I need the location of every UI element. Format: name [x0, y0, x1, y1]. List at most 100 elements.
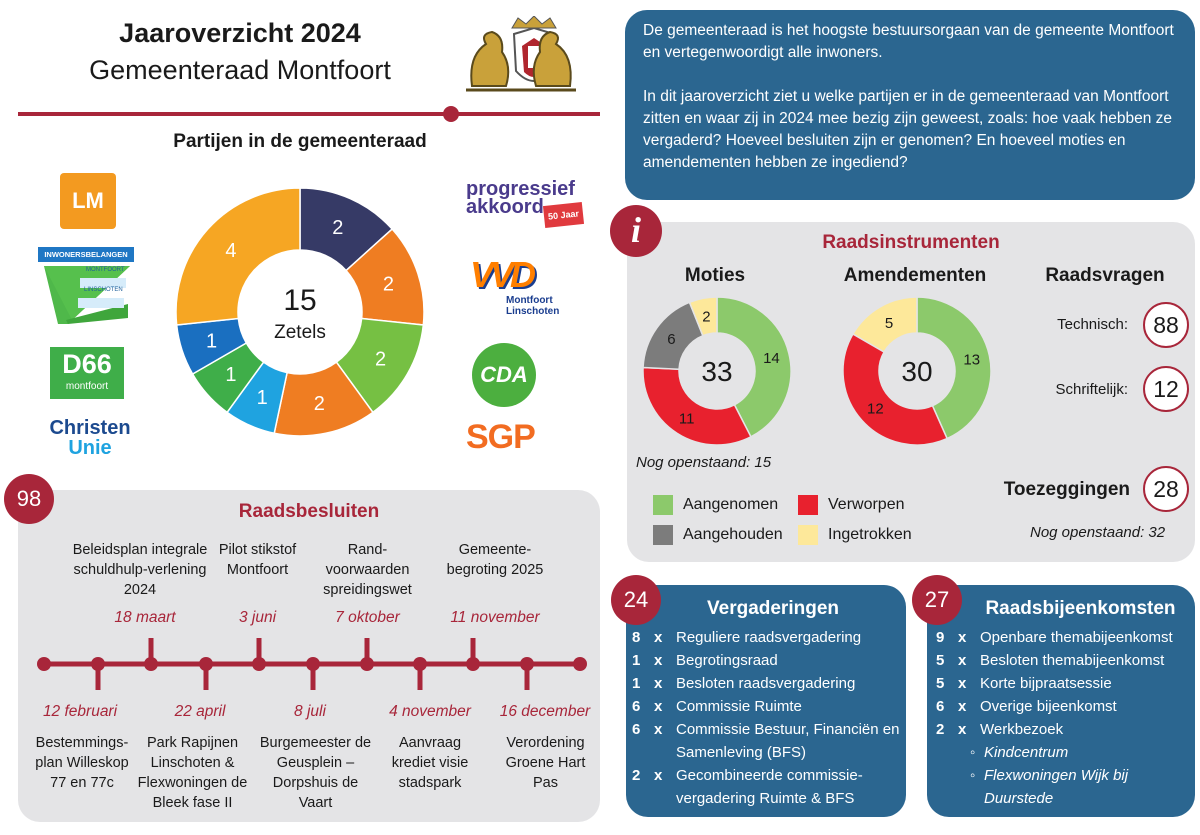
donut-center-value: 15 [283, 284, 316, 317]
page-subtitle: Gemeenteraad Montfoort [89, 55, 391, 85]
raadsbesluiten-count: 98 [4, 474, 54, 524]
vergaderingen-panel [626, 585, 906, 817]
slice-label-lm: 4 [225, 240, 236, 262]
pa-line1: progressief [466, 178, 575, 200]
slice-aangenomen [916, 296, 992, 440]
timeline-tick-16-december [520, 657, 534, 690]
bijeenkomst-item: 2 x Werkbezoek [936, 721, 1064, 738]
schriftelijk-value: 12 [1143, 366, 1189, 412]
slice-verworpen [642, 366, 752, 446]
legend-swatch-aangehouden [653, 525, 673, 545]
slice-label-d66: 1 [225, 364, 236, 386]
toezeggingen-label: Toezeggingen [1003, 479, 1130, 500]
d66-sub: montfoort [65, 381, 109, 392]
legend-label-ingetrokken: Ingetrokken [828, 526, 912, 544]
slice-verworpen [842, 332, 949, 446]
besluit-geusplein-label: Burgemeester de Geusplein – Dorpshuis de… [259, 735, 372, 811]
intro-paragraph-2: In dit jaaroverzicht ziet u welke partij… [643, 88, 1173, 171]
slice-label-christenunie: 1 [257, 387, 268, 409]
header-divider [18, 112, 600, 116]
bijeenkomst-item: 5 x Besloten themabijeenkomst [936, 652, 1165, 669]
timeline-tick-12-februari [91, 657, 105, 690]
timeline-tick-18-maart [144, 638, 158, 671]
slice-label-aangenomen: 14 [763, 350, 780, 367]
raadsbesluiten-panel [18, 490, 600, 822]
slice-label-verworpen: 12 [867, 401, 884, 418]
bijeenkomst-item: 9 x Openbare themabijeenkomst [936, 629, 1173, 646]
vergadering-item: 2 x Gecombineerde commissie-vergadering Ru… [632, 767, 863, 807]
vergaderingen-count: 24 [611, 575, 661, 625]
legend-swatch-ingetrokken [798, 525, 818, 545]
raadsvragen-title: Raadsvragen [1045, 265, 1165, 286]
timeline-tick-8-juli [306, 657, 320, 690]
page-title: Jaaroverzicht 2024 [119, 18, 361, 48]
donut-center [680, 334, 754, 408]
besluit-begroting-label: Gemeente-begroting 2025 [446, 542, 544, 578]
logo-cda: CDA [472, 343, 536, 407]
slice-label-aangehouden: 6 [667, 331, 675, 348]
moties-nog-openstaand: Nog openstaand: 15 [636, 454, 772, 471]
header-divider-dot [443, 106, 459, 122]
donut-center-label: Zetels [274, 322, 326, 343]
slice-label-vvd: 2 [383, 273, 394, 295]
parties-heading: Partijen in de gemeenteraad [173, 131, 427, 152]
slice-label-ingetrokken: 2 [702, 308, 710, 325]
timeline-tick-11-november [466, 638, 480, 671]
ib-shape-icon [44, 266, 130, 324]
raadsbijeenkomsten-heading: Raadsbijeenkomsten [985, 598, 1176, 619]
legend-label-aangenomen: Aangenomen [683, 496, 779, 514]
bijeenkomst-item: 6 x Overige bijeenkomst [936, 698, 1117, 715]
slice-label-ingetrokken: 5 [885, 315, 893, 332]
slice-label-progressief-akkoord: 2 [332, 217, 343, 239]
logo-lm: LM [60, 173, 116, 229]
besluit-stadspark-label: Aanvraag krediet visie stadspark [391, 735, 469, 791]
besluit-geusplein-date: 8 juli [294, 703, 326, 720]
besluit-willeskop-label: Bestemmings-plan Willeskop 77 en 77c [35, 735, 129, 791]
timeline-tick-7-oktober [360, 638, 374, 671]
slice-label-inwonersbelangen: 1 [206, 331, 217, 353]
info-icon: i [610, 205, 662, 257]
timeline-end-dot [573, 657, 587, 671]
slice-aangenomen [716, 296, 792, 438]
vergaderingen-list: 8 x Reguliere raadsvergadering 1 x Begroting… [632, 626, 900, 810]
donut-center [880, 334, 954, 408]
logo-vvd: VVD Montfoort Linschoten [470, 255, 570, 318]
technisch-value: 88 [1143, 302, 1189, 348]
legend-label-aangehouden: Aangehouden [683, 526, 783, 544]
besluit-spreidingswet-date: 7 oktober [335, 609, 400, 626]
besluit-stadspark-date: 4 november [389, 703, 471, 720]
logo-progressief-akkoord: progressief akkoord 50 Jaar [466, 178, 590, 228]
legend-aangenomen: Aangenomen [653, 495, 778, 515]
intro-paragraph-1: De gemeenteraad is het hoogste bestuurso… [643, 22, 1174, 61]
slice-ingetrokken [851, 296, 918, 354]
timeline-tick-22-april [199, 657, 213, 690]
raadsbijeenkomsten-panel [927, 585, 1195, 817]
slice-label-sgp: 2 [314, 393, 325, 415]
slice-ingetrokken [688, 296, 718, 337]
bijeenkomst-subitem: ◦ Kindcentrum [970, 744, 1069, 761]
moties-title: Moties [684, 265, 746, 286]
besluit-willeskop-date: 12 februari [42, 703, 118, 720]
page-header: Jaaroverzicht 2024 Gemeenteraad Montfoor… [30, 18, 450, 86]
cu-line1: Christen [49, 417, 131, 439]
besluit-schuldhulp-label: Beleidsplan integrale schuldhulp-verleni… [72, 542, 208, 598]
toezeggingen-value: 28 [1143, 466, 1189, 512]
amendementen-title: Amendementen [843, 265, 987, 286]
besluit-groene-hart-label: Verordening Groene Hart Pas [505, 735, 586, 791]
vergadering-item: 6 x Commissie Bestuur, Financiën en Samenl… [632, 721, 900, 761]
timeline-tick-3-juni [252, 638, 266, 671]
logo-d66: D66 montfoort [50, 347, 124, 399]
raadsbesluiten-heading: Raadsbesluiten [238, 501, 380, 522]
vergaderingen-heading: Vergaderingen [707, 598, 839, 619]
raadsbijeenkomsten-count: 27 [912, 575, 962, 625]
legend-swatch-verworpen [798, 495, 818, 515]
moties-donut-chart: 14 11 6 2 33 [642, 296, 792, 446]
intro-panel: De gemeenteraad is het hoogste bestuurso… [625, 10, 1195, 200]
schriftelijk-label: Schriftelijk: [1055, 381, 1128, 398]
coat-of-arms-icon [466, 16, 576, 92]
legend-label-verworpen: Verworpen [828, 496, 905, 514]
donut-center-value: 30 [901, 356, 932, 387]
vergadering-item: 8 x Reguliere raadsvergadering [632, 629, 862, 646]
vvd-sub1: Montfoort [506, 295, 553, 306]
